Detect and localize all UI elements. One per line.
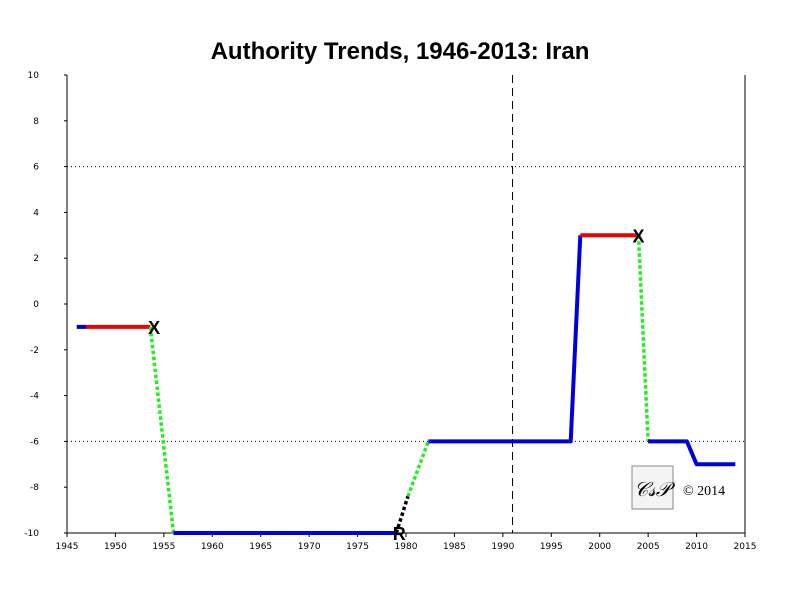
watermark: 𝒞𝓈𝒫 © 2014 (631, 465, 725, 510)
csp-logo (631, 465, 674, 510)
transition-segment (148, 326, 176, 534)
event-markers: X R X (148, 226, 644, 544)
event-marker: R (393, 524, 406, 544)
x-tick-label: 1980 (395, 542, 418, 552)
series-segment (428, 235, 583, 444)
y-tick-label: 4 (33, 208, 39, 218)
x-tick-label: 1950 (104, 542, 127, 552)
x-tick-label: 1960 (201, 542, 224, 552)
x-tick-label: 1995 (540, 542, 563, 552)
y-tick-label: -6 (30, 437, 39, 447)
x-tick-label: 2005 (637, 542, 660, 552)
reference-lines (67, 75, 745, 533)
x-tick-label: 1945 (56, 542, 79, 552)
x-tick-label: 2015 (734, 542, 757, 552)
csp-logo-icon: 𝒞𝓈𝒫 (634, 479, 676, 501)
x-tick-label: 1985 (443, 542, 466, 552)
x-tick-label: 1965 (249, 542, 272, 552)
x-tick-label: 1970 (298, 542, 321, 552)
y-tick-label: 10 (28, 71, 40, 81)
y-tick-label: -2 (30, 346, 39, 356)
y-tick-label: 8 (33, 117, 39, 127)
series-segments (76, 233, 736, 535)
event-marker: X (148, 318, 160, 338)
chart-title: Authority Trends, 1946-2013: Iran (211, 38, 590, 65)
series-segment (648, 439, 736, 467)
x-tick-label: 1955 (152, 542, 175, 552)
copyright-text: © 2014 (683, 484, 725, 499)
y-tick-label: 2 (33, 254, 39, 264)
y-tick-label: -4 (30, 392, 39, 402)
y-tick-label: 6 (33, 163, 39, 173)
transition-segment (636, 235, 650, 442)
transition-segment (406, 440, 430, 498)
y-tick-label: -10 (24, 529, 39, 539)
x-tick-label: 1990 (491, 542, 514, 552)
transition-segment (394, 495, 410, 534)
x-tick-label: 1975 (346, 542, 369, 552)
x-tick-label: 2010 (685, 542, 708, 552)
x-tick-label: 2000 (588, 542, 611, 552)
y-tick-label: 0 (33, 300, 39, 310)
axes: 10 8 6 4 2 0 -2 -4 -6 -8 -10 1945 1950 1955 1960 1965 19… (24, 71, 756, 552)
y-tick-label: -8 (30, 483, 39, 493)
event-marker: X (632, 226, 644, 246)
